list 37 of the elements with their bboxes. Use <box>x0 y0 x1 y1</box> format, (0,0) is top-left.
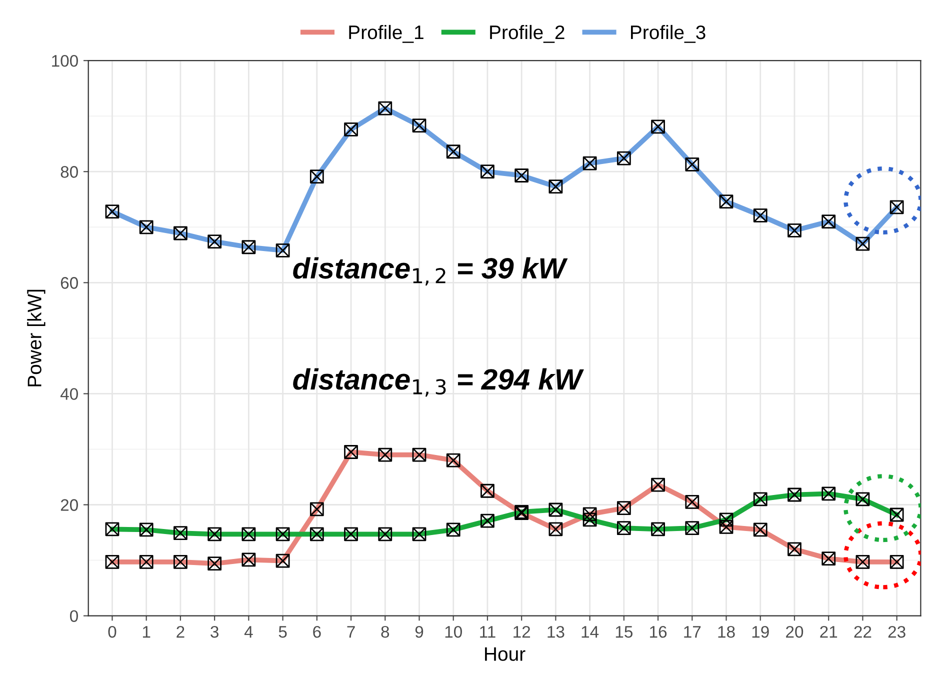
x-tick-label: 13 <box>548 626 564 638</box>
x-tick-label: 5 <box>278 626 287 638</box>
legend-label: Profile_2 <box>490 24 564 43</box>
x-tick-label: 23 <box>888 626 906 638</box>
legend-label: Profile_1 <box>349 24 424 43</box>
x-tick-label: 21 <box>820 626 838 638</box>
y-tick-label: 40 <box>60 388 78 400</box>
x-tick-label: 6 <box>313 626 321 638</box>
x-tick-label: 1 <box>142 626 150 638</box>
x-tick-label: 15 <box>616 626 632 638</box>
x-axis-title: Hour <box>485 647 526 661</box>
x-tick-label: 17 <box>684 626 701 638</box>
y-tick-label: 80 <box>60 166 78 178</box>
y-tick-label: 60 <box>60 277 78 289</box>
y-tick-label: 100 <box>52 54 78 67</box>
x-tick-label: 7 <box>347 626 355 638</box>
x-tick-label: 14 <box>582 626 599 638</box>
x-tick-label: 3 <box>210 626 218 638</box>
x-tick-label: 16 <box>650 626 667 638</box>
annotation: distance$_{1,3}$ = 294 kW <box>293 368 584 397</box>
legend-label: Profile_3 <box>631 24 706 43</box>
x-tick-label: 2 <box>176 626 184 638</box>
annotation: distance$_{1,2}$ = 39 kW <box>293 257 568 286</box>
x-tick-label: 18 <box>718 626 735 638</box>
x-tick-label: 8 <box>381 626 390 638</box>
x-tick-label: 19 <box>752 626 769 638</box>
y-axis-title: Power [kW] <box>27 290 46 386</box>
x-tick-label: 10 <box>445 626 462 638</box>
x-tick-label: 0 <box>108 626 116 638</box>
x-tick-label: 4 <box>244 626 253 638</box>
y-tick-label: 20 <box>60 499 78 511</box>
x-tick-label: 20 <box>786 626 804 638</box>
x-tick-label: 12 <box>514 626 530 638</box>
y-tick-label: 0 <box>70 610 78 622</box>
x-tick-label: 9 <box>415 626 424 638</box>
x-tick-label: 22 <box>854 626 872 638</box>
x-tick-label: 11 <box>480 626 496 638</box>
